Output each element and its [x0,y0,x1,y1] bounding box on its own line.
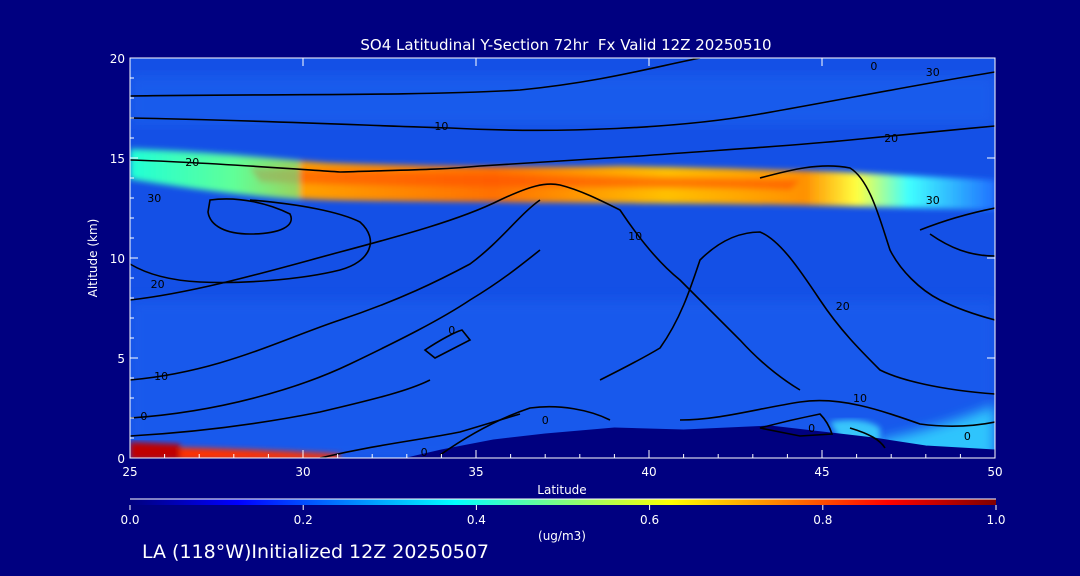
colorbar-tick-label: 0.4 [467,513,486,527]
x-tick-label: 40 [641,465,656,479]
contour-label: 30 [926,194,940,207]
surface-layer [130,442,340,458]
contours [130,58,995,458]
y-tick-label: 20 [110,52,125,66]
colorbar-tick-label: 0.2 [294,513,313,527]
x-tick-label: 45 [814,465,829,479]
contour-labels: 0 10 30 20 20 30 30 20 10 0 0 0 10 20 10 0 0 0 [140,60,971,459]
y-tick-label: 10 [110,252,125,266]
y-tick-label: 0 [117,452,125,466]
colorbar-label: (ug/m3) [538,529,586,543]
colorbar-ticks: 0.0 0.2 0.4 0.6 0.8 1.0 [120,498,1006,527]
colorbar-tick-label: 0.6 [640,513,659,527]
contour-label: 0 [964,430,971,443]
contour-label: 10 [853,392,867,405]
contour-label: 20 [185,156,199,169]
contour-label: 0 [421,446,428,459]
chart-title: SO4 Latitudinal Y-Section 72hr Fx Valid … [360,36,771,54]
y-tick-label: 15 [110,152,125,166]
colorbar: 0.0 0.2 0.4 0.6 0.8 1.0 (ug/m3) [120,498,1006,543]
colorbar-tick-label: 1.0 [986,513,1005,527]
contour-label: 0 [448,324,455,337]
colorbar-tick-label: 0.8 [813,513,832,527]
contour-label: 30 [147,192,161,205]
y-axis-label: Altitude (km) [86,219,100,298]
contour-label: 0 [140,410,147,423]
contour-label: 0 [808,422,815,435]
x-axis: 25 30 35 40 45 50 [122,58,1003,479]
contour-label: 20 [836,300,850,313]
contour-label: 10 [628,230,642,243]
x-axis-label: Latitude [537,483,586,497]
x-tick-label: 35 [468,465,483,479]
contour-label: 0 [542,414,549,427]
x-tick-label: 30 [295,465,310,479]
contour-label: 20 [884,132,898,145]
contour-label: 10 [434,120,448,133]
init-info: LA (118°W)Initialized 12Z 20250507 [142,541,489,563]
colorbar-tick-label: 0.0 [120,513,139,527]
contour-label: 10 [154,370,168,383]
plot-area: 0 10 30 20 20 30 30 20 10 0 0 0 10 20 10 0 0 0 [130,58,995,459]
x-tick-label: 50 [987,465,1002,479]
colorbar-bar [130,499,996,505]
contour-label: 30 [926,66,940,79]
y-axis: 0 5 10 15 20 [110,52,995,466]
y-tick-label: 5 [117,352,125,366]
contour-label: 0 [870,60,877,73]
x-tick-label: 25 [122,465,137,479]
contour-label: 20 [151,278,165,291]
